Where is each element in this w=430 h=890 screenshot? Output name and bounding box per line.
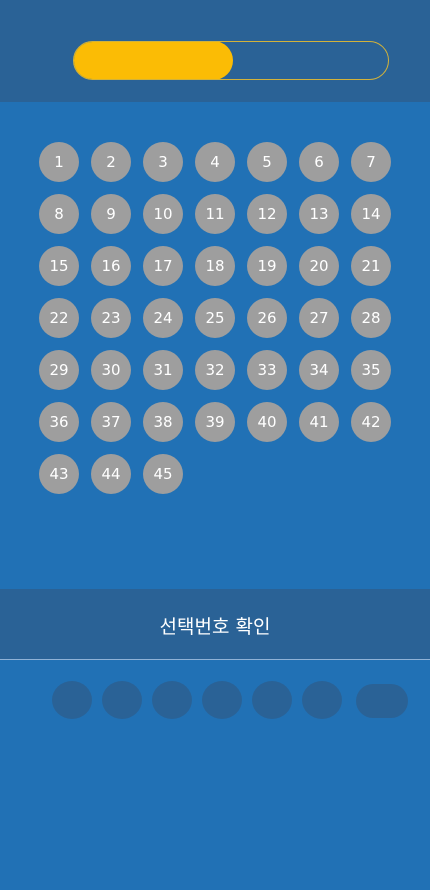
number-ball-25[interactable]: 25 xyxy=(195,298,235,338)
number-ball-16[interactable]: 16 xyxy=(91,246,131,286)
number-ball-17[interactable]: 17 xyxy=(143,246,183,286)
number-ball-13[interactable]: 13 xyxy=(299,194,339,234)
number-ball-29[interactable]: 29 xyxy=(39,350,79,390)
number-ball-1[interactable]: 1 xyxy=(39,142,79,182)
number-ball-15[interactable]: 15 xyxy=(39,246,79,286)
number-ball-37[interactable]: 37 xyxy=(91,402,131,442)
number-ball-18[interactable]: 18 xyxy=(195,246,235,286)
number-ball-28[interactable]: 28 xyxy=(351,298,391,338)
number-ball-8[interactable]: 8 xyxy=(39,194,79,234)
number-ball-44[interactable]: 44 xyxy=(91,454,131,494)
number-ball-24[interactable]: 24 xyxy=(143,298,183,338)
number-ball-5[interactable]: 5 xyxy=(247,142,287,182)
number-ball-10[interactable]: 10 xyxy=(143,194,183,234)
top-bar xyxy=(0,0,430,102)
selected-number-slot xyxy=(302,681,342,719)
number-ball-36[interactable]: 36 xyxy=(39,402,79,442)
number-ball-32[interactable]: 32 xyxy=(195,350,235,390)
number-ball-11[interactable]: 11 xyxy=(195,194,235,234)
number-ball-12[interactable]: 12 xyxy=(247,194,287,234)
number-ball-38[interactable]: 38 xyxy=(143,402,183,442)
number-ball-26[interactable]: 26 xyxy=(247,298,287,338)
number-ball-33[interactable]: 33 xyxy=(247,350,287,390)
confirm-selection-button[interactable]: 선택번호 확인 xyxy=(0,589,430,660)
confirm-selection-label: 선택번호 확인 xyxy=(159,616,271,638)
number-ball-40[interactable]: 40 xyxy=(247,402,287,442)
selection-progress-bar xyxy=(73,41,389,80)
selected-number-slot xyxy=(102,681,142,719)
number-ball-45[interactable]: 45 xyxy=(143,454,183,494)
number-ball-35[interactable]: 35 xyxy=(351,350,391,390)
number-ball-39[interactable]: 39 xyxy=(195,402,235,442)
number-ball-14[interactable]: 14 xyxy=(351,194,391,234)
number-ball-20[interactable]: 20 xyxy=(299,246,339,286)
number-ball-34[interactable]: 34 xyxy=(299,350,339,390)
number-ball-31[interactable]: 31 xyxy=(143,350,183,390)
selected-number-slot xyxy=(152,681,192,719)
selected-number-slot xyxy=(52,681,92,719)
number-ball-9[interactable]: 9 xyxy=(91,194,131,234)
bonus-number-slot xyxy=(356,684,408,718)
number-ball-3[interactable]: 3 xyxy=(143,142,183,182)
selected-number-slot xyxy=(252,681,292,719)
number-ball-30[interactable]: 30 xyxy=(91,350,131,390)
number-ball-23[interactable]: 23 xyxy=(91,298,131,338)
number-ball-7[interactable]: 7 xyxy=(351,142,391,182)
number-ball-4[interactable]: 4 xyxy=(195,142,235,182)
number-ball-43[interactable]: 43 xyxy=(39,454,79,494)
number-ball-21[interactable]: 21 xyxy=(351,246,391,286)
number-ball-42[interactable]: 42 xyxy=(351,402,391,442)
selection-progress-fill xyxy=(74,42,234,79)
number-ball-6[interactable]: 6 xyxy=(299,142,339,182)
number-ball-22[interactable]: 22 xyxy=(39,298,79,338)
number-ball-27[interactable]: 27 xyxy=(299,298,339,338)
number-ball-2[interactable]: 2 xyxy=(91,142,131,182)
number-ball-19[interactable]: 19 xyxy=(247,246,287,286)
selected-number-slot xyxy=(202,681,242,719)
number-ball-41[interactable]: 41 xyxy=(299,402,339,442)
